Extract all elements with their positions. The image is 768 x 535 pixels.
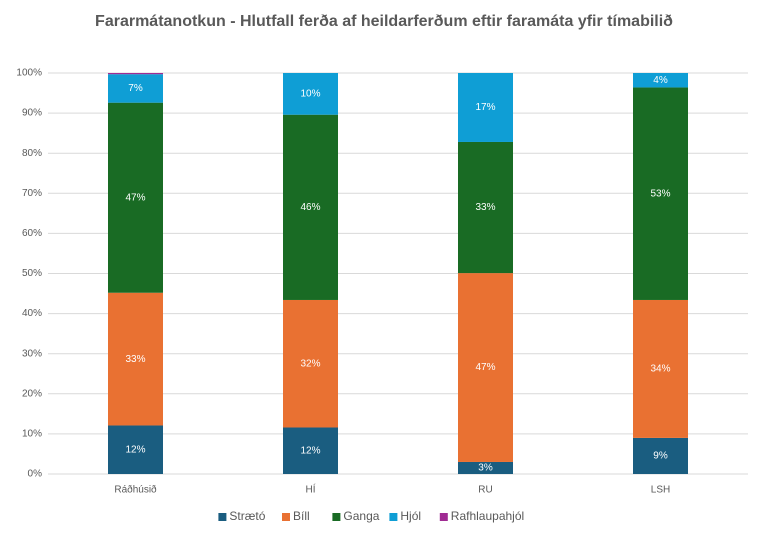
data-label: 33% xyxy=(475,202,495,213)
data-label: 46% xyxy=(300,202,320,213)
legend-label: Bíll xyxy=(293,509,310,523)
data-label: 7% xyxy=(128,83,143,94)
data-label: 53% xyxy=(650,188,670,199)
data-label: 9% xyxy=(653,451,668,462)
data-label: 47% xyxy=(125,192,145,203)
data-label: 12% xyxy=(300,445,320,456)
bar-segment xyxy=(108,425,163,474)
x-tick-label: LSH xyxy=(651,485,670,496)
bar-segment xyxy=(108,74,163,103)
y-tick-label: 90% xyxy=(22,108,42,119)
data-label: 17% xyxy=(475,102,495,113)
y-tick-label: 70% xyxy=(22,188,42,199)
bar-segment xyxy=(458,461,513,474)
bar-segment xyxy=(108,102,163,293)
legend-label: Hjól xyxy=(400,509,421,523)
chart-title: Fararmátanotkun - Hlutfall ferða af heil… xyxy=(95,13,673,30)
legend-swatch xyxy=(332,513,341,521)
bar-segment xyxy=(283,427,338,474)
legend-label: Ganga xyxy=(343,509,379,523)
bar-segment xyxy=(283,299,338,428)
y-tick-label: 30% xyxy=(22,348,42,359)
bar-segment xyxy=(283,114,338,300)
bar-segment xyxy=(108,292,163,426)
data-label: 12% xyxy=(125,444,145,455)
legend-swatch xyxy=(282,513,290,521)
y-tick-label: 80% xyxy=(22,148,42,159)
bar-segment xyxy=(458,141,513,274)
data-label: 10% xyxy=(300,88,320,99)
bar-segment xyxy=(633,73,688,88)
x-tick-label: HÍ xyxy=(306,483,316,496)
y-tick-label: 100% xyxy=(16,68,42,79)
bar-segment xyxy=(633,437,688,474)
data-label: 34% xyxy=(650,364,670,375)
legend-label: Strætó xyxy=(229,509,265,523)
data-label: 3% xyxy=(478,463,493,474)
legend-swatch xyxy=(439,513,448,521)
legend-label: Rafhlaupahjól xyxy=(451,509,524,523)
legend-swatch xyxy=(218,513,227,521)
y-tick-label: 60% xyxy=(22,228,42,239)
bar-segment xyxy=(458,73,513,142)
y-tick-label: 10% xyxy=(22,429,42,440)
y-tick-label: 50% xyxy=(22,268,42,279)
y-tick-label: 40% xyxy=(22,308,42,319)
legend-swatch xyxy=(389,513,398,521)
data-label: 4% xyxy=(653,75,668,86)
data-label: 32% xyxy=(300,358,320,369)
data-label: 47% xyxy=(475,362,495,373)
bar-segment xyxy=(633,87,688,300)
bar-segment xyxy=(283,73,338,115)
data-label: 33% xyxy=(125,354,145,365)
y-tick-label: 0% xyxy=(28,469,43,480)
bar-segment xyxy=(633,299,688,438)
x-tick-label: RU xyxy=(478,485,492,496)
y-tick-label: 20% xyxy=(22,388,42,399)
bar-segment xyxy=(458,273,513,462)
x-tick-label: Ráðhúsið xyxy=(114,484,157,496)
bar-segment xyxy=(108,73,163,75)
